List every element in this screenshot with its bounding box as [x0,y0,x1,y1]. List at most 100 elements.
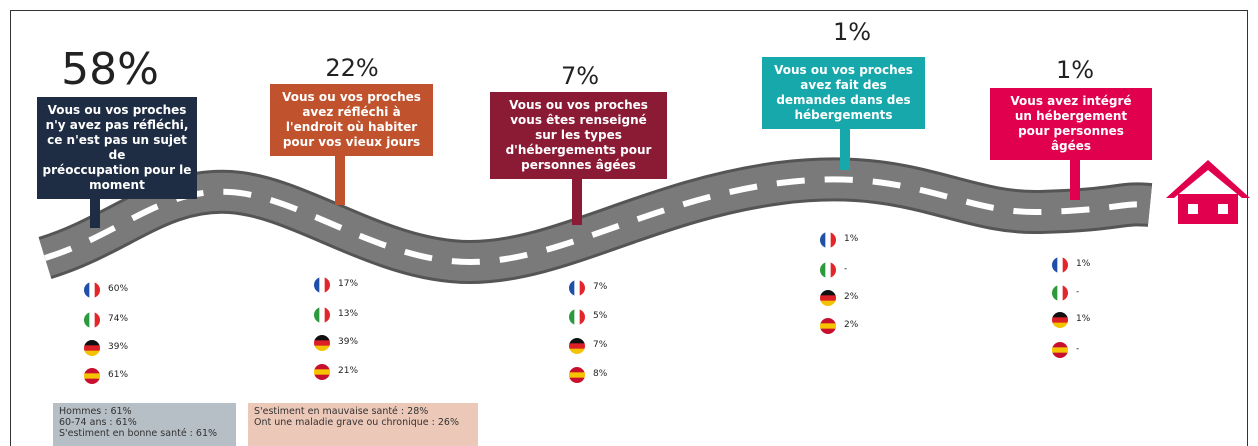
flag-stripe [319,277,325,293]
flag-stripe [820,329,836,335]
label-line: Vous ou vos proches [41,103,193,118]
flag-stripe [95,282,101,298]
flag-stripe [1052,353,1068,359]
stage-percent: 1% [833,18,871,46]
stage-percent: 22% [325,54,378,82]
country-value: - [844,264,847,274]
flag-stripe [569,280,575,296]
country-value: - [1076,287,1079,297]
flag-stripe [84,312,90,328]
flag-stripe [820,262,826,278]
flag-stripe [84,373,100,379]
flag-stripe [89,312,95,328]
flag-stripe [820,301,836,307]
country-value: 60% [108,284,128,294]
country-value: - [1076,344,1079,354]
country-value: 7% [593,282,607,292]
flag-stripe [314,277,320,293]
label-line: âgées [994,139,1148,154]
flag-stripe [1052,347,1068,353]
label-line: l'endroit où habiter [274,120,429,135]
flag-stripe [84,379,100,385]
flag-stripe [325,307,331,323]
flag [569,367,585,384]
flag-stripe [319,307,325,323]
flag [84,312,101,328]
flag [314,307,331,323]
flag-stripe [580,309,586,325]
flag [1052,285,1069,301]
flag-stripe [1052,317,1068,323]
flag [820,262,837,278]
flag-stripe [89,282,95,298]
flag-stripe [569,309,575,325]
label-line: pour personnes [994,124,1148,139]
flag-stripe [574,280,580,296]
flag [820,318,836,335]
note-line: S'estiment en mauvaise santé : 28% [254,406,472,417]
flag [314,335,330,352]
label-line: personnes âgées [494,158,663,173]
flag [1052,312,1068,329]
country-value: 39% [108,342,128,352]
note-box: Hommes : 61%60-74 ans : 61%S'estiment en… [53,403,236,446]
flag [314,364,330,381]
flag [569,280,586,296]
infographic: 58%Vous ou vos prochesn'y avez pas réflé… [0,0,1258,446]
note-line: S'estiment en bonne santé : 61% [59,428,230,439]
flag [84,340,100,357]
label-line: avez fait des [766,78,921,93]
flag-stripe [1052,285,1058,301]
country-value: 2% [844,320,858,330]
country-value: 1% [1076,259,1090,269]
flag-stripe [569,372,585,378]
flag-stripe [825,232,831,248]
note-line: 60-74 ans : 61% [59,417,230,428]
label-line: Vous ou vos proches [274,90,429,105]
label-line: demandes dans des [766,93,921,108]
country-value: 13% [338,309,358,319]
flag-stripe [820,232,826,248]
flag-stripe [569,338,585,344]
flag-stripe [84,351,100,357]
country-value: 1% [844,234,858,244]
label-line: moment [41,178,193,193]
flag-stripe [580,280,586,296]
country-value: 7% [593,340,607,350]
flag-stripe [314,340,330,346]
flag [84,368,100,385]
flag [820,232,837,248]
label-line: ce n'est pas un sujet de [41,133,193,163]
flag-stripe [820,318,836,324]
stage-percent: 7% [561,62,599,90]
label-line: avez réfléchi à [274,105,429,120]
stage-percent: 58% [61,44,159,95]
country-value: 2% [844,292,858,302]
country-value: 74% [108,314,128,324]
flag-stripe [1057,285,1063,301]
house-icon [1166,160,1250,224]
flag [820,290,836,307]
flag-stripe [820,323,836,329]
flag-stripe [574,309,580,325]
flag-stripe [825,262,831,278]
country-value: 21% [338,366,358,376]
flag-stripe [84,340,100,346]
flag-stripe [1052,323,1068,329]
flag [1052,257,1069,273]
country-value: 8% [593,369,607,379]
flag-stripe [1063,285,1069,301]
flag-stripe [314,375,330,381]
note-line: Hommes : 61% [59,406,230,417]
flag-stripe [820,290,836,296]
flag-stripe [831,232,837,248]
flag-stripe [84,345,100,351]
country-value: 61% [108,370,128,380]
flag-stripe [569,378,585,384]
label-line: préoccupation pour le [41,163,193,178]
flag-stripe [1063,257,1069,273]
flag-stripe [1052,257,1058,273]
